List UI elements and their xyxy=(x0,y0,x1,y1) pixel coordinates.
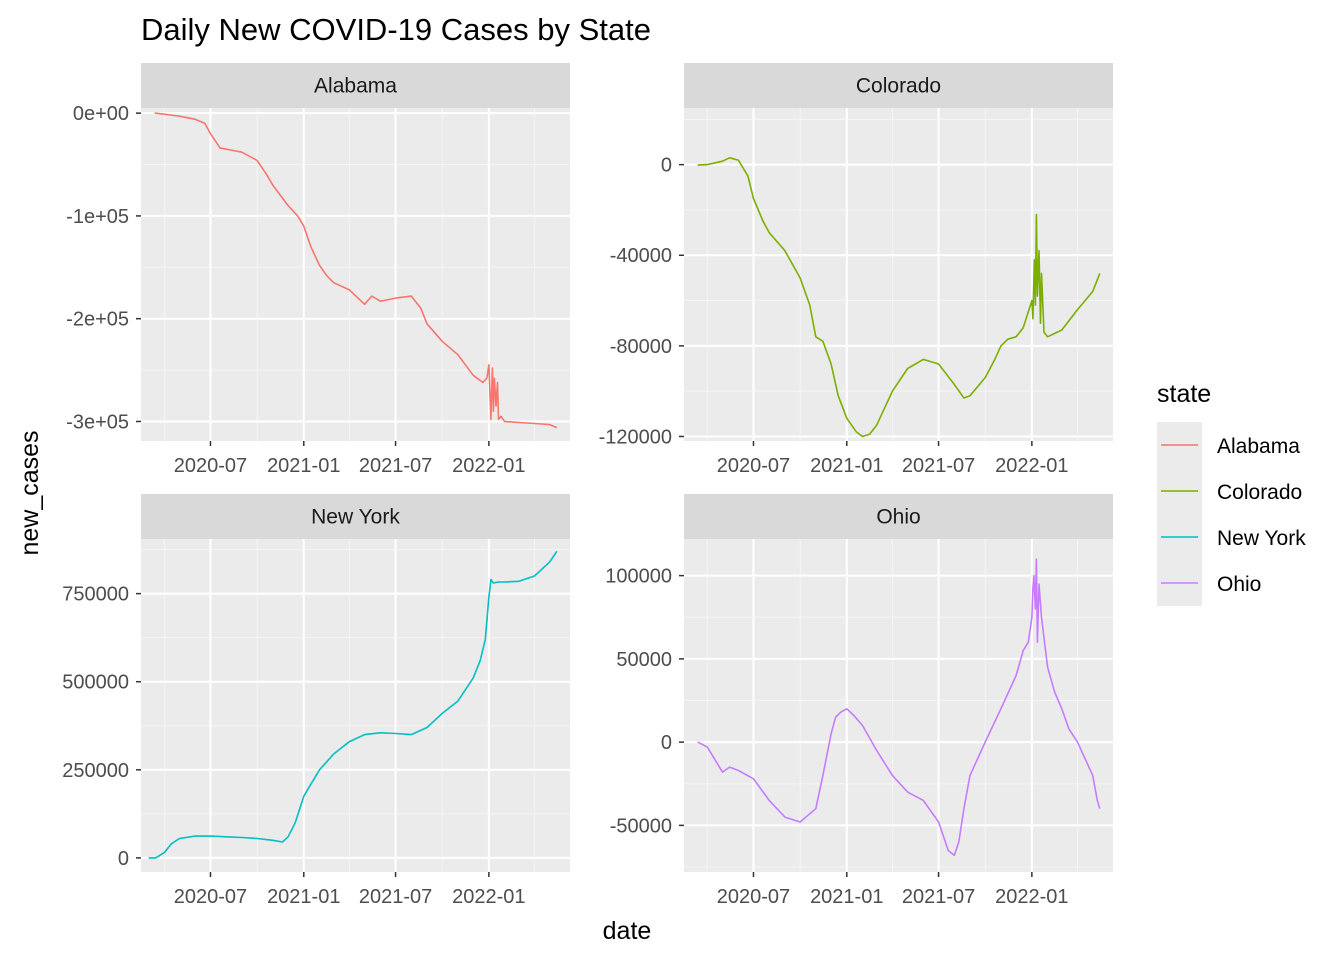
x-tick-label: 2021-01 xyxy=(267,455,340,477)
facet-strip-label-colorado: Colorado xyxy=(856,75,941,98)
panel-background-ohio xyxy=(684,539,1113,872)
x-tick-label: 2022-01 xyxy=(452,886,525,908)
x-tick-label: 2022-01 xyxy=(995,455,1068,477)
facet-strip-ohio xyxy=(684,494,1113,539)
x-tick-label: 2021-01 xyxy=(267,886,340,908)
x-tick-label: 2020-07 xyxy=(174,886,247,908)
legend-label-alabama: Alabama xyxy=(1217,435,1300,458)
x-tick-label: 2021-07 xyxy=(902,886,975,908)
facet-strip-label-alabama: Alabama xyxy=(314,75,397,98)
x-tick-label: 2022-01 xyxy=(452,455,525,477)
facet-strip-alabama xyxy=(141,63,570,108)
y-tick-label: 100000 xyxy=(605,566,672,588)
facet-strip-label-ohio: Ohio xyxy=(876,506,920,529)
x-tick-label: 2021-07 xyxy=(359,886,432,908)
y-tick-label: 0e+00 xyxy=(73,103,129,125)
panel-background-alabama xyxy=(141,108,570,441)
y-axis-title: new_cases xyxy=(16,430,44,555)
y-tick-label: -40000 xyxy=(610,245,672,267)
series-line-ohio xyxy=(697,558,1101,857)
facet-panels: Alabama 0e+00 -1e+05 -2e+05 -3e+05 2020-07 202… xyxy=(62,63,1113,908)
facet-strip-colorado xyxy=(684,63,1113,108)
x-tick-label: 2021-01 xyxy=(810,455,883,477)
legend-label-colorado: Colorado xyxy=(1217,481,1302,504)
y-tick-label: -2e+05 xyxy=(66,309,129,331)
y-tick-label: 0 xyxy=(661,732,672,754)
y-tick-label: -50000 xyxy=(610,815,672,837)
series-line-new-york xyxy=(148,550,558,859)
facet-colorado: Colorado 0 -40000 -80000 -120000 2020-07 2021-… xyxy=(599,63,1113,477)
y-tick-label: 0 xyxy=(661,155,672,177)
facet-strip-label-new-york: New York xyxy=(311,506,400,529)
chart-title: Daily New COVID-19 Cases by State xyxy=(141,12,651,47)
x-tick-label: 2022-01 xyxy=(995,886,1068,908)
y-tick-label: -3e+05 xyxy=(66,411,129,433)
facet-strip-new-york xyxy=(141,494,570,539)
series-line-alabama xyxy=(154,112,558,429)
x-tick-label: 2020-07 xyxy=(717,455,790,477)
x-tick-label: 2021-07 xyxy=(902,455,975,477)
y-tick-label: 0 xyxy=(118,848,129,870)
y-tick-label: 500000 xyxy=(62,672,129,694)
x-axis-title: date xyxy=(603,917,652,945)
y-tick-label: 50000 xyxy=(616,649,672,671)
facet-ohio: Ohio 100000 50000 0 -50000 2020-07 2021-01 2021… xyxy=(605,494,1113,908)
panel-background-new-york xyxy=(141,539,570,872)
x-tick-label: 2020-07 xyxy=(717,886,790,908)
legend: state Alabama Colorado New York Ohio xyxy=(1157,380,1306,606)
legend-label-ohio: Ohio xyxy=(1217,573,1261,596)
y-tick-label: -80000 xyxy=(610,336,672,358)
x-tick-label: 2020-07 xyxy=(174,455,247,477)
y-tick-label: 750000 xyxy=(62,584,129,606)
x-tick-label: 2021-01 xyxy=(810,886,883,908)
series-line-colorado xyxy=(697,157,1101,438)
legend-label-new-york: New York xyxy=(1217,527,1306,550)
facet-new-york: New York 0 250000 500000 750000 2020-07 2021-0… xyxy=(62,494,570,908)
facet-alabama: Alabama 0e+00 -1e+05 -2e+05 -3e+05 2020-07 202… xyxy=(66,63,570,477)
y-tick-label: -1e+05 xyxy=(66,206,129,228)
x-tick-label: 2021-07 xyxy=(359,455,432,477)
legend-title: state xyxy=(1157,380,1211,408)
y-tick-label: 250000 xyxy=(62,760,129,782)
y-tick-label: -120000 xyxy=(599,426,672,448)
